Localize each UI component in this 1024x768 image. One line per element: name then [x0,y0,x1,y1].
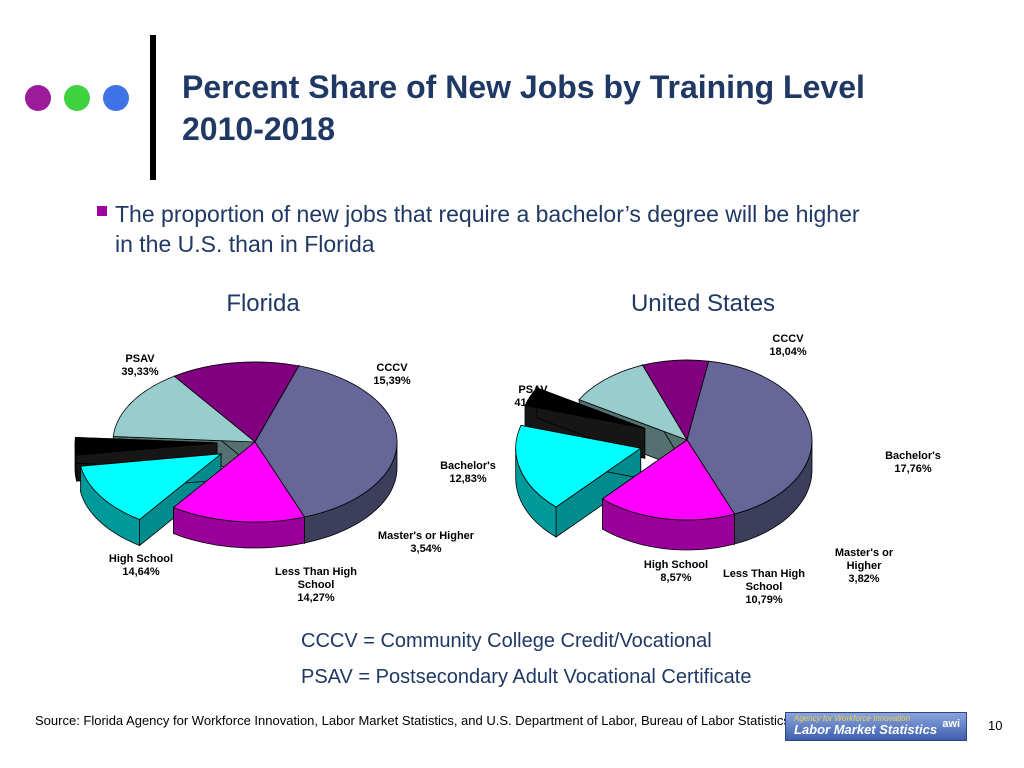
source-note: Source: Florida Agency for Workforce Inn… [35,713,790,728]
decor-dot-purple [25,85,51,111]
data-label-master-s-or-higher: Master's or Higher 3,82% [835,547,894,585]
slice-top-face [578,364,688,441]
chart-title-united-states: United States [631,290,775,317]
data-label-less-than-high-school: Less Than High School 14,27% [275,566,357,604]
data-label-psav: PSAV 39,33% [121,353,159,378]
data-label-high-school: High School 14,64% [109,553,173,578]
slice-top-face [112,375,257,443]
chart-title-florida: Florida [226,290,300,317]
slice-top-face [524,387,645,429]
pie-slice-bachelor-s [515,424,642,538]
bullet-square-icon [97,206,107,216]
slice-top-face [515,424,642,508]
pie-slice-cccv [601,438,736,551]
bullet-line-1: The proportion of new jobs that require … [115,201,860,227]
data-label-bachelor-s: Bachelor's 12,83% [440,460,496,485]
title-divider [150,35,156,180]
slide-title: Percent Share of New Jobs by Training Le… [182,66,982,150]
data-label-cccv: CCCV 15,39% [373,362,411,387]
data-label-cccv: CCCV 18,04% [769,333,807,358]
definition-psav: PSAV = Postsecondary Adult Vocational Ce… [301,666,752,688]
lms-logo: Agency for Workforce Innovation Labor Ma… [785,712,967,741]
slice-top-face [254,365,398,518]
bullet-text: The proportion of new jobs that require … [115,199,975,259]
decor-dot-blue [103,85,129,111]
pie-chart-florida: Florida PSAV 39,33% CCCV 15,39% Bachelor's 12,… [74,290,496,604]
data-label-high-school: High School 8,57% [644,559,708,584]
logo-mark-text: awi [942,718,960,730]
data-label-psav: PSAV 41,02% [514,384,552,409]
slice-top-face [686,360,813,515]
logo-top-text: Agency for Workforce Innovation [794,714,911,723]
slice-top-face [173,361,300,443]
data-label-master-s-or-higher: Master's or Higher 3,54% [378,530,475,555]
definition-cccv: CCCV = Community College Credit/Vocation… [301,630,712,652]
data-label-bachelor-s: Bachelor's 17,76% [885,450,941,475]
slice-top-face [74,436,218,456]
slice-top-face [80,453,223,520]
page-number: 10 [988,718,1003,733]
pie-chart-united-states: United States PSAV 41,02% CCCV 18,04% Bachelo… [514,290,941,606]
data-label-less-than-high-school: Less Than High School 10,79% [723,568,805,606]
slice-top-face [601,439,736,521]
slice-top-face [172,441,306,523]
title-line-1: Percent Share of New Jobs by Training Le… [182,69,865,105]
decor-dot-green [64,85,90,111]
title-line-2: 2010-2018 [182,111,336,147]
bullet-line-2: in the U.S. than in Florida [115,231,375,257]
pie-slice-cccv [172,440,306,549]
logo-main-text: Labor Market Statistics [794,722,938,737]
